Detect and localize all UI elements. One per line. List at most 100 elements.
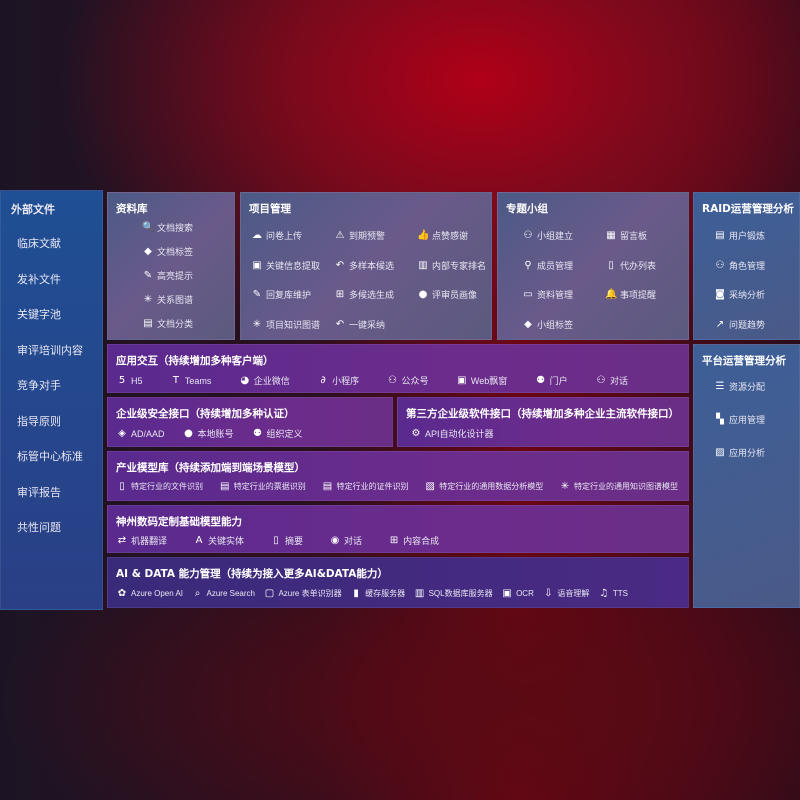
- item-ai[interactable]: ▥ SQL数据库服务器: [414, 588, 493, 599]
- item-project[interactable]: ☁ 问卷上传: [251, 229, 302, 242]
- item-interaction[interactable]: 5 H5: [116, 375, 143, 386]
- item-base[interactable]: ▯ 摘要: [270, 534, 303, 547]
- item-base[interactable]: ◉ 对话: [329, 534, 362, 547]
- sidebar-item[interactable]: 审评培训内容: [17, 344, 83, 357]
- item-label: 语音理解: [557, 589, 590, 598]
- edit-icon: ✎: [252, 289, 262, 300]
- user-icon: ●: [184, 428, 193, 439]
- item-platform[interactable]: ▨ 应用分析: [714, 446, 765, 459]
- item-project[interactable]: ✎ 回复库维护: [251, 288, 311, 301]
- item-project[interactable]: 👍 点赞感谢: [417, 229, 468, 242]
- item-project[interactable]: ▣ 关键信息提取: [251, 259, 320, 272]
- item-project[interactable]: ✳ 项目知识图谱: [251, 318, 320, 331]
- chat-users-icon: ⚇: [596, 375, 606, 386]
- item-group[interactable]: ▭ 资料管理: [522, 288, 573, 301]
- item-project[interactable]: ⚠ 到期预警: [334, 229, 386, 242]
- item-ai[interactable]: ▣ OCR: [501, 588, 534, 599]
- item-industry[interactable]: ▧ 特定行业的通用数据分析模型: [424, 481, 544, 492]
- item-ai[interactable]: ⇩ 语音理解: [542, 588, 589, 599]
- panel-platform: 平台运营管理分析 ☰ 资源分配 ▚ 应用管理 ▨ 应用分析: [693, 344, 800, 608]
- item-ai[interactable]: ♫ TTS: [598, 588, 628, 599]
- gear-icon: ⚙: [411, 428, 421, 439]
- item-ai[interactable]: ✿ Azure Open AI: [116, 588, 183, 599]
- item-interaction[interactable]: T Teams: [170, 375, 212, 386]
- item-library[interactable]: ▤ 文档分类: [142, 317, 193, 330]
- sidebar-item[interactable]: 共性问题: [17, 522, 61, 534]
- item-group[interactable]: ⚇ 小组建立: [522, 229, 574, 242]
- item-interaction[interactable]: ∂ 小程序: [317, 374, 360, 387]
- sidebar-item[interactable]: 审评报告: [17, 486, 61, 499]
- item-thirdparty[interactable]: ⚙ API自动化设计器: [410, 427, 494, 440]
- item-interaction[interactable]: ⚉ 门户: [535, 374, 568, 387]
- item-label: 事项提醒: [620, 290, 657, 300]
- item-base[interactable]: A 关键实体: [193, 534, 244, 547]
- item-project[interactable]: ● 评审员画像: [417, 288, 477, 301]
- item-project[interactable]: ▥ 内部专家排名: [417, 259, 486, 272]
- item-raid[interactable]: ▤ 用户锻炼: [714, 229, 765, 242]
- item-raid[interactable]: ◙ 采纳分析: [714, 288, 765, 301]
- item-label: 小程序: [332, 376, 360, 386]
- item-label: 摘要: [285, 536, 304, 546]
- item-industry[interactable]: ▤ 特定行业的票据识别: [219, 481, 306, 492]
- item-group[interactable]: ▦ 留言板: [605, 229, 647, 242]
- item-raid[interactable]: ⚇ 角色管理: [714, 259, 766, 272]
- item-security[interactable]: ● 本地账号: [183, 427, 233, 440]
- item-group[interactable]: ⚲ 成员管理: [522, 259, 573, 272]
- item-label: TTS: [612, 589, 628, 598]
- item-interaction[interactable]: ▣ Web飘窗: [456, 374, 507, 387]
- puzzle-icon: ⊞: [335, 289, 345, 300]
- user-add-icon: ⚲: [524, 259, 532, 271]
- item-security[interactable]: ◈ AD/AAD: [116, 428, 164, 439]
- item-project[interactable]: ↶ 多样本候选: [334, 259, 394, 272]
- panel-title: 企业级安全接口（持续增加多种认证）: [116, 408, 295, 420]
- bbs-icon: ▦: [606, 230, 616, 241]
- sidebar-item[interactable]: 临床文献: [17, 238, 61, 250]
- item-industry[interactable]: ✳ 特定行业的通用知识图谱模型: [559, 481, 678, 492]
- item-base[interactable]: ⊞ 内容合成: [388, 534, 439, 547]
- window-icon: ▣: [457, 375, 467, 386]
- item-label: 特定行业的通用知识图谱模型: [574, 482, 678, 491]
- item-library[interactable]: ✳ 关系图谱: [142, 293, 193, 306]
- graph-icon: ✳: [143, 294, 153, 305]
- item-library[interactable]: ✎ 高亮提示: [142, 269, 193, 282]
- sidebar-item[interactable]: 关键字池: [17, 309, 61, 321]
- item-platform[interactable]: ☰ 资源分配: [714, 380, 766, 393]
- sidebar-item[interactable]: 竞争对手: [17, 380, 61, 392]
- item-label: H5: [131, 375, 143, 386]
- item-security[interactable]: ⚉ 组织定义: [252, 427, 303, 440]
- panel-group: 专题小组 ⚇ 小组建立 ▦ 留言板 ⚲ 成员管理 ▯ 代办列表 ▭ 资料管理 🔔 事项提醒 ◆ 小组标签: [497, 192, 689, 340]
- item-ai[interactable]: ▢ Azure 表单识别器: [263, 588, 342, 599]
- item-library[interactable]: ◆ 文档标签: [142, 245, 193, 258]
- html5-icon: 5: [118, 375, 126, 386]
- item-label: Teams: [184, 375, 212, 386]
- item-ai[interactable]: ⌕ Azure Search: [192, 588, 255, 599]
- item-industry[interactable]: ▤ 特定行业的证件识别: [322, 481, 409, 492]
- sidebar-item[interactable]: 发补文件: [17, 273, 61, 286]
- item-label: 回复库维护: [266, 290, 312, 300]
- item-label: 到期预警: [349, 231, 386, 241]
- item-platform[interactable]: ▚ 应用管理: [714, 413, 765, 426]
- item-ai[interactable]: ▮ 缓存服务器: [350, 588, 405, 599]
- item-label: 小组标签: [537, 319, 574, 330]
- item-project[interactable]: ↶ 一键采纳: [334, 318, 385, 331]
- item-base[interactable]: ⇄ 机器翻译: [116, 534, 167, 547]
- item-raid[interactable]: ↗ 问题趋势: [714, 318, 765, 331]
- item-project[interactable]: ⊞ 多候选生成: [334, 288, 394, 301]
- panel-title: RAID运营管理分析: [702, 203, 794, 215]
- item-group[interactable]: ▯ 代办列表: [605, 259, 656, 272]
- sidebar-item[interactable]: 标管中心标准: [17, 451, 83, 463]
- panel-raid: RAID运营管理分析 ▤ 用户锻炼 ⚇ 角色管理 ◙ 采纳分析 ↗ 问题趋势: [693, 192, 800, 340]
- item-group[interactable]: 🔔 事项提醒: [605, 288, 656, 301]
- users-icon: ⚇: [523, 230, 533, 241]
- item-interaction[interactable]: ⚇ 公众号: [387, 374, 429, 387]
- sidebar-item[interactable]: 指导原则: [17, 415, 61, 428]
- item-industry[interactable]: ▯ 特定行业的文件识别: [116, 481, 203, 492]
- item-label: 资料管理: [537, 290, 574, 300]
- panel-title: 平台运营管理分析: [702, 355, 786, 367]
- miniprogram-icon: ∂: [320, 375, 326, 386]
- item-library[interactable]: 🔍 文档搜索: [142, 221, 193, 234]
- item-label: 成员管理: [537, 260, 574, 271]
- item-group[interactable]: ◆ 小组标签: [522, 318, 573, 331]
- item-interaction[interactable]: ⚇ 对话: [595, 374, 628, 387]
- item-interaction[interactable]: ◕ 企业微信: [239, 374, 289, 387]
